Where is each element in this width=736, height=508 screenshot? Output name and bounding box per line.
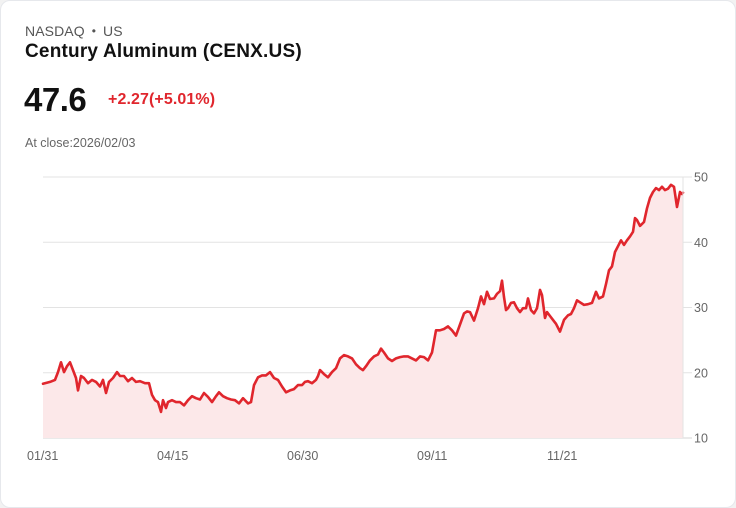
x-tick-label: 11/21 bbox=[547, 449, 577, 463]
y-tick-label: 30 bbox=[694, 301, 708, 315]
price-change: +2.27(+5.01%) bbox=[108, 91, 216, 108]
separator-dot: • bbox=[91, 24, 97, 38]
x-tick-label: 04/15 bbox=[157, 449, 188, 463]
x-tick-label: 01/31 bbox=[27, 449, 58, 463]
x-axis-labels: 01/31 04/15 06/30 09/11 11/21 bbox=[27, 449, 577, 463]
price-area-fill bbox=[43, 184, 683, 438]
exchange-name: NASDAQ bbox=[25, 23, 85, 39]
y-tick-label: 10 bbox=[694, 432, 708, 446]
y-tick-label: 20 bbox=[694, 366, 708, 380]
x-tick-label: 06/30 bbox=[287, 449, 318, 463]
region: US bbox=[103, 23, 123, 39]
y-tick-label: 50 bbox=[694, 171, 708, 185]
stock-title: Century Aluminum (CENX.US) bbox=[25, 41, 302, 62]
current-price: 47.6 bbox=[24, 81, 87, 118]
price-line bbox=[41, 183, 685, 414]
close-timestamp: At close:2026/02/03 bbox=[25, 136, 136, 150]
x-tick-label: 09/11 bbox=[417, 449, 447, 463]
exchange-line: NASDAQ • US bbox=[25, 23, 123, 39]
y-axis-labels: 50 40 30 20 10 bbox=[694, 171, 708, 446]
y-tick-label: 40 bbox=[694, 236, 708, 250]
